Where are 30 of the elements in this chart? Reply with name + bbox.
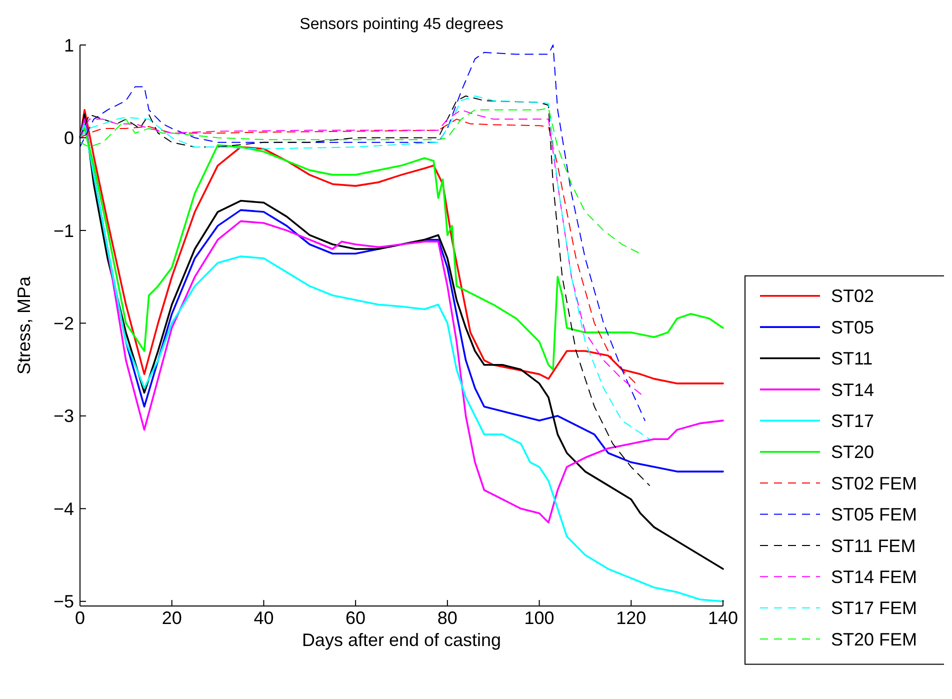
legend-label: ST14 FEM xyxy=(831,566,918,587)
legend-label: ST17 xyxy=(831,410,874,431)
legend-label: ST05 xyxy=(831,317,874,338)
legend-label: ST05 FEM xyxy=(831,504,918,525)
line-series xyxy=(80,44,646,422)
x-axis-title: Days after end of casting xyxy=(302,630,502,650)
legend-label: ST11 FEM xyxy=(831,536,916,556)
legend-label: ST17 FEM xyxy=(831,598,918,618)
y-tick-label: −4 xyxy=(53,498,74,519)
chart-title: Sensors pointing 45 degrees xyxy=(300,16,504,33)
legend-label: ST14 xyxy=(831,380,874,400)
x-tick-label: 20 xyxy=(162,608,182,628)
legend-label: ST11 xyxy=(831,348,873,369)
x-tick-label: 100 xyxy=(524,608,554,628)
y-tick-label: −5 xyxy=(53,592,74,612)
x-tick-label: 80 xyxy=(437,608,458,628)
y-tick-label: −2 xyxy=(53,313,74,334)
y-tick-label: −1 xyxy=(53,220,74,241)
y-tick-label: 1 xyxy=(64,35,74,56)
y-tick-label: −3 xyxy=(53,406,74,426)
legend-label: ST20 xyxy=(831,442,874,462)
x-tick-label: 60 xyxy=(346,608,366,628)
legend-label: ST20 FEM xyxy=(831,629,918,650)
y-tick-label: 0 xyxy=(64,128,74,148)
y-axis-title: Stress, MPa xyxy=(14,276,34,375)
legend-label: ST02 xyxy=(831,286,874,306)
x-tick-label: 140 xyxy=(708,608,738,628)
x-tick-label: 120 xyxy=(616,608,646,628)
legend-label: ST02 FEM xyxy=(831,473,918,494)
x-tick-label: 40 xyxy=(254,608,274,628)
